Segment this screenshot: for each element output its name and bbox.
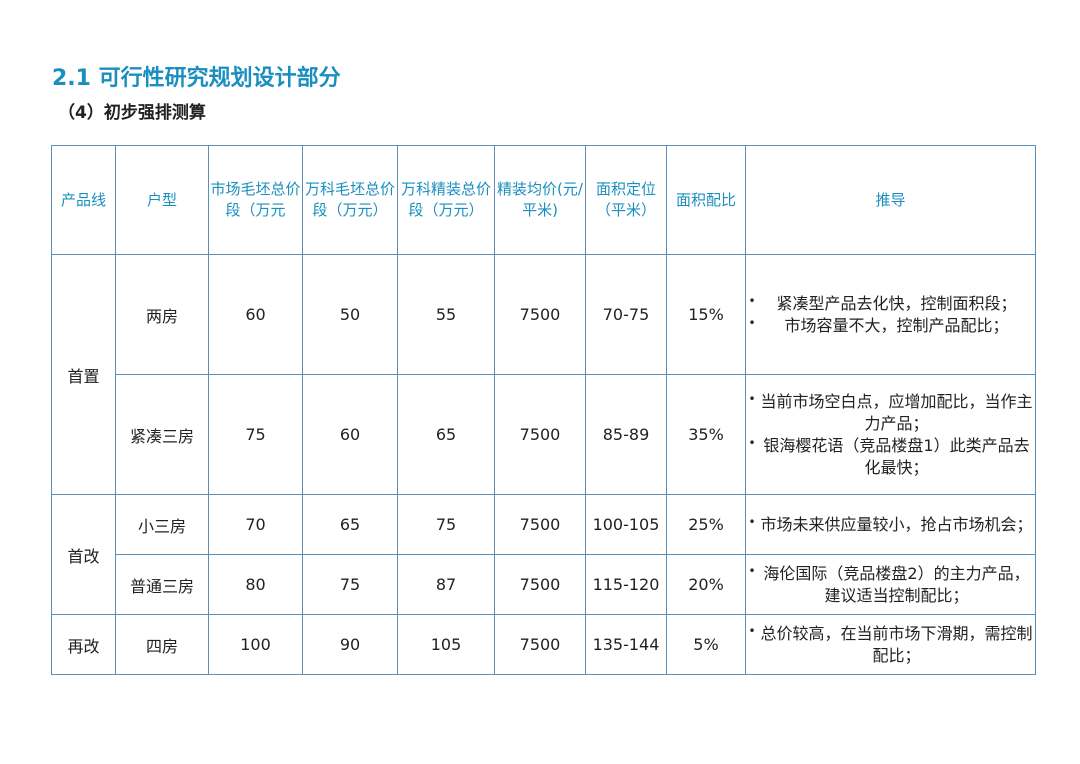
note-item: • 银海樱花语（竞品楼盘1）此类产品去化最快； <box>746 435 1035 479</box>
cell-ratio: 25% <box>666 494 746 555</box>
header-fine-avg-price: 精装均价(元/平米) <box>494 145 586 255</box>
cell-avg-price: 7500 <box>494 494 586 555</box>
cell-unit-type: 两房 <box>115 254 209 375</box>
cell-vanke-rough: 75 <box>302 554 398 615</box>
table-row: 再改 四房 100 90 105 7500 135-144 5% • 总价较高，在… <box>51 614 1036 675</box>
note-item: • 市场未来供应量较小，抢占市场机会； <box>746 514 1035 536</box>
cell-vanke-fine: 105 <box>397 614 495 675</box>
page-title: 2.1 可行性研究规划设计部分 <box>52 66 341 91</box>
header-derivation: 推导 <box>745 145 1036 255</box>
bullet-icon: • <box>748 623 756 638</box>
cell-market-rough: 100 <box>208 614 303 675</box>
cell-derivation: • 总价较高，在当前市场下滑期，需控制配比； <box>745 614 1036 675</box>
bullet-icon: • <box>748 435 756 450</box>
table-row: 普通三房 80 75 87 7500 115-120 20% • 海伦国际（竞品楼… <box>52 554 1036 615</box>
table-row: 紧凑三房 75 60 65 7500 85-89 35% • 当前市场空白点，应增… <box>52 374 1036 495</box>
group-label: 首置 <box>51 254 116 495</box>
cell-avg-price: 7500 <box>494 554 586 615</box>
cell-vanke-fine: 87 <box>397 554 495 615</box>
cell-vanke-rough: 60 <box>302 374 398 495</box>
header-unit-type: 户型 <box>115 145 209 255</box>
bullet-icon: • <box>748 293 756 308</box>
cell-derivation: • 市场未来供应量较小，抢占市场机会； <box>745 494 1036 555</box>
cell-unit-type: 四房 <box>115 614 209 675</box>
note-item: • 市场容量不大，控制产品配比； <box>746 315 1035 337</box>
cell-ratio: 5% <box>666 614 746 675</box>
cell-vanke-rough: 50 <box>302 254 398 375</box>
cell-area: 100-105 <box>585 494 667 555</box>
note-item: • 紧凑型产品去化快，控制面积段； <box>746 293 1035 315</box>
cell-unit-type: 小三房 <box>115 494 209 555</box>
cell-vanke-rough: 65 <box>302 494 398 555</box>
cell-unit-type: 紧凑三房 <box>115 374 209 495</box>
group-label: 首改 <box>51 494 116 615</box>
cell-derivation: • 紧凑型产品去化快，控制面积段； • 市场容量不大，控制产品配比； <box>745 254 1036 375</box>
cell-derivation: • 海伦国际（竞品楼盘2）的主力产品，建议适当控制配比； <box>745 554 1036 615</box>
cell-avg-price: 7500 <box>494 254 586 375</box>
cell-ratio: 20% <box>666 554 746 615</box>
cell-market-rough: 80 <box>208 554 303 615</box>
cell-ratio: 15% <box>666 254 746 375</box>
cell-area: 135-144 <box>585 614 667 675</box>
cell-vanke-rough: 90 <box>302 614 398 675</box>
header-area-ratio: 面积配比 <box>666 145 746 255</box>
cell-market-rough: 75 <box>208 374 303 495</box>
header-vanke-fine-total: 万科精装总价段（万元） <box>397 145 495 255</box>
table-row: 首置 两房 60 50 55 7500 70-75 15% • 紧凑型产品去化快，… <box>51 254 1036 495</box>
cell-unit-type: 普通三房 <box>115 554 209 615</box>
cell-vanke-fine: 65 <box>397 374 495 495</box>
cell-vanke-fine: 55 <box>397 254 495 375</box>
note-item: • 当前市场空白点，应增加配比，当作主力产品； <box>746 391 1035 435</box>
cell-area: 70-75 <box>585 254 667 375</box>
note-item: • 海伦国际（竞品楼盘2）的主力产品，建议适当控制配比； <box>746 563 1035 607</box>
bullet-icon: • <box>748 563 756 578</box>
bullet-icon: • <box>748 391 756 406</box>
note-item: • 总价较高，在当前市场下滑期，需控制配比； <box>746 623 1035 667</box>
cell-derivation: • 当前市场空白点，应增加配比，当作主力产品； • 银海樱花语（竞品楼盘1）此类产品… <box>745 374 1036 495</box>
cell-ratio: 35% <box>666 374 746 495</box>
calculation-table: 产品线 户型 市场毛坯总价段（万元 万科毛坯总价段（万元） 万科精装总价段（万元… <box>51 145 1036 675</box>
header-product-line: 产品线 <box>51 145 116 255</box>
cell-vanke-fine: 75 <box>397 494 495 555</box>
table-header-row: 产品线 户型 市场毛坯总价段（万元 万科毛坯总价段（万元） 万科精装总价段（万元… <box>51 145 1036 255</box>
cell-avg-price: 7500 <box>494 614 586 675</box>
bullet-icon: • <box>748 514 756 529</box>
cell-avg-price: 7500 <box>494 374 586 495</box>
bullet-icon: • <box>748 315 756 330</box>
group-label: 再改 <box>51 614 116 675</box>
cell-market-rough: 60 <box>208 254 303 375</box>
cell-market-rough: 70 <box>208 494 303 555</box>
header-vanke-rough-total: 万科毛坯总价段（万元） <box>302 145 398 255</box>
cell-area: 85-89 <box>585 374 667 495</box>
table-row: 首改 小三房 70 65 75 7500 100-105 25% • 市场未来供应… <box>51 494 1036 615</box>
header-market-rough-total: 市场毛坯总价段（万元 <box>208 145 303 255</box>
header-area-position: 面积定位（平米） <box>585 145 667 255</box>
cell-area: 115-120 <box>585 554 667 615</box>
section-subtitle: （4）初步强排测算 <box>58 103 206 123</box>
